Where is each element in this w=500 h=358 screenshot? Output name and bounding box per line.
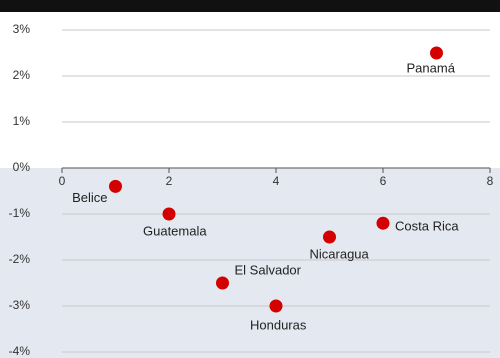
point: [162, 207, 176, 221]
y-tick-label: 3%: [13, 22, 31, 36]
point-label: Guatemala: [143, 223, 207, 238]
y-tick-label: 1%: [13, 114, 31, 128]
point-label: Panamá: [407, 60, 456, 75]
point: [269, 299, 283, 313]
y-tick-label: 2%: [13, 68, 31, 82]
point: [323, 230, 336, 244]
negative-region: [0, 168, 500, 358]
x-tick-label: 0: [59, 174, 66, 188]
point: [109, 179, 122, 193]
point: [216, 276, 229, 290]
y-tick-label: -2%: [9, 252, 31, 266]
point-label: Belice: [72, 190, 107, 205]
point: [376, 216, 390, 230]
y-tick-label: 0%: [13, 160, 31, 174]
y-tick-label: -4%: [9, 344, 31, 358]
point-label: El Salvador: [235, 262, 302, 277]
point-label: Costa Rica: [395, 219, 459, 234]
title-bar: [0, 0, 500, 12]
y-tick-label: -1%: [9, 206, 31, 220]
x-tick-label: 8: [487, 174, 494, 188]
x-tick-label: 6: [380, 174, 387, 188]
point-label: Honduras: [250, 317, 307, 332]
point-label: Nicaragua: [310, 246, 370, 261]
x-tick-label: 4: [273, 174, 280, 188]
x-tick-label: 2: [166, 174, 173, 188]
y-tick-label: -3%: [9, 298, 31, 312]
point: [430, 46, 443, 60]
